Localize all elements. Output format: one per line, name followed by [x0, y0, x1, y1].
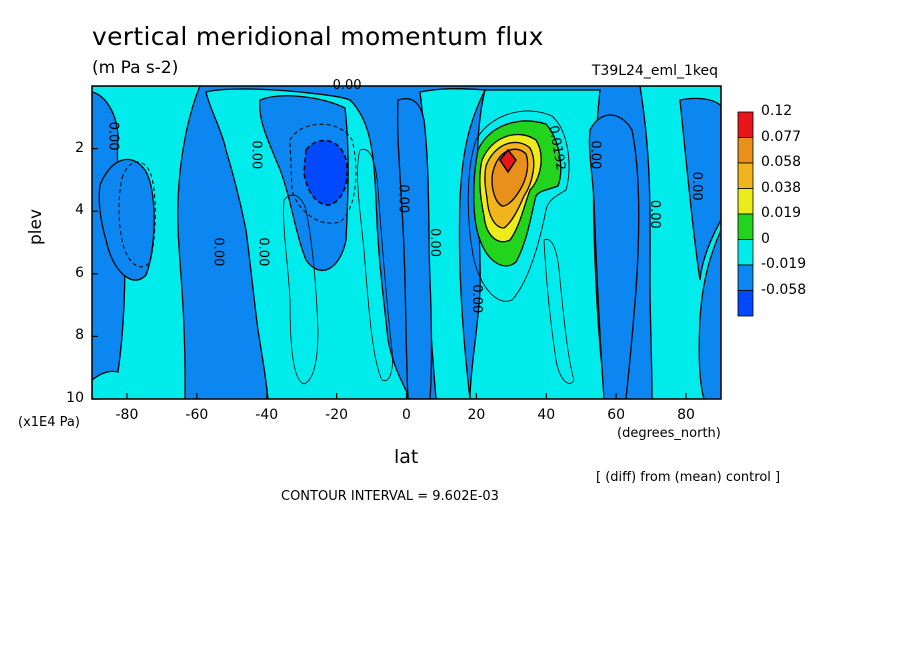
colorbar-swatch [737, 213, 754, 240]
contour-interval-note: CONTOUR INTERVAL = 9.602E-03 [281, 489, 499, 504]
positive-region-orange [491, 148, 529, 207]
positive-contour-outer [467, 110, 570, 302]
colorbar-swatch [737, 188, 754, 215]
x-tick-label: 60 [607, 407, 626, 423]
positive-maximum-red [499, 148, 517, 174]
colorbar-swatch [737, 162, 754, 189]
contour-labels: 0.000.000.00 0.000.000.000.000.000.0192 0.… [105, 78, 704, 313]
colorbar-label: 0.077 [761, 128, 802, 145]
x-tick-label: -20 [325, 407, 349, 423]
x-tick-label: -80 [115, 407, 139, 423]
blue-patch-equator [396, 97, 433, 399]
blue-patch-north [588, 114, 640, 399]
chart-units: (m Pa s-2) [92, 58, 179, 78]
run-name: T39L24_eml_1keq [591, 63, 718, 79]
contour-label: 0.00 [469, 284, 484, 313]
colorbar-swatch [737, 111, 754, 138]
y-tick-label: 2 [75, 139, 84, 156]
colorbar-swatch [737, 290, 754, 317]
thin-contour-south-mid [283, 194, 319, 385]
colorbar-label: 0.058 [761, 154, 802, 170]
plot-area [92, 86, 721, 399]
x-tick-label: -40 [255, 407, 279, 423]
colorbar-swatch [737, 239, 754, 266]
y-tick-label: 8 [75, 327, 84, 344]
y-axis-units: (x1E4 Pa) [18, 415, 80, 430]
x-tick-label: -60 [185, 407, 209, 423]
y-tick-label: 6 [75, 264, 84, 281]
colorbar-label: 0.019 [761, 205, 802, 221]
chart-title: vertical meridional momentum flux [92, 22, 544, 51]
x-tick-label: 20 [467, 407, 486, 423]
diff-note: [ (diff) from (mean) control ] [596, 470, 781, 485]
contour-label: 0.00 [427, 228, 442, 257]
contour-label: 0.00 [210, 237, 225, 266]
x-tick-label: 80 [677, 407, 695, 423]
thin-contour-north [543, 238, 575, 384]
blue-patch-south-mid [259, 95, 349, 272]
thin-contour-central [357, 148, 393, 382]
y-tick-label: 10 [66, 390, 84, 406]
negative-contour-ring [289, 123, 357, 224]
colorbar-label: -0.019 [761, 256, 807, 272]
contour-label: 0.00 [689, 172, 704, 201]
y-axis-label: plev [26, 208, 46, 245]
contour-label: 0.00 [249, 140, 264, 169]
x-axis-units: (degrees_north) [617, 426, 721, 441]
negative-contour-west [118, 161, 156, 268]
colorbar-label: 0.038 [761, 179, 802, 196]
x-tick-label: 0 [402, 407, 411, 423]
contour-label: 0.00 [396, 184, 411, 213]
blue-patch-east [679, 97, 721, 281]
contour-label: 0.00 [105, 122, 120, 151]
contour-label: 0.00 [333, 78, 362, 93]
contour-label: 0.00 [588, 140, 603, 169]
colorbar-label: 0.12 [761, 103, 793, 119]
colorbar-label: -0.058 [761, 281, 807, 298]
blue-patch-west [98, 158, 155, 281]
colorbar-swatch [737, 264, 754, 291]
colorbar-swatch [737, 137, 754, 164]
contour-label: 0.00 [647, 200, 662, 229]
contour-label: 0.00 [256, 237, 271, 266]
colorbar [737, 111, 754, 317]
x-axis-label: lat [394, 446, 419, 468]
y-tick-label: 4 [75, 202, 84, 219]
x-tick-label: 40 [537, 407, 556, 423]
colorbar-label: 0 [761, 230, 770, 247]
negative-minimum [303, 139, 348, 206]
axis-ticks [92, 148, 687, 400]
